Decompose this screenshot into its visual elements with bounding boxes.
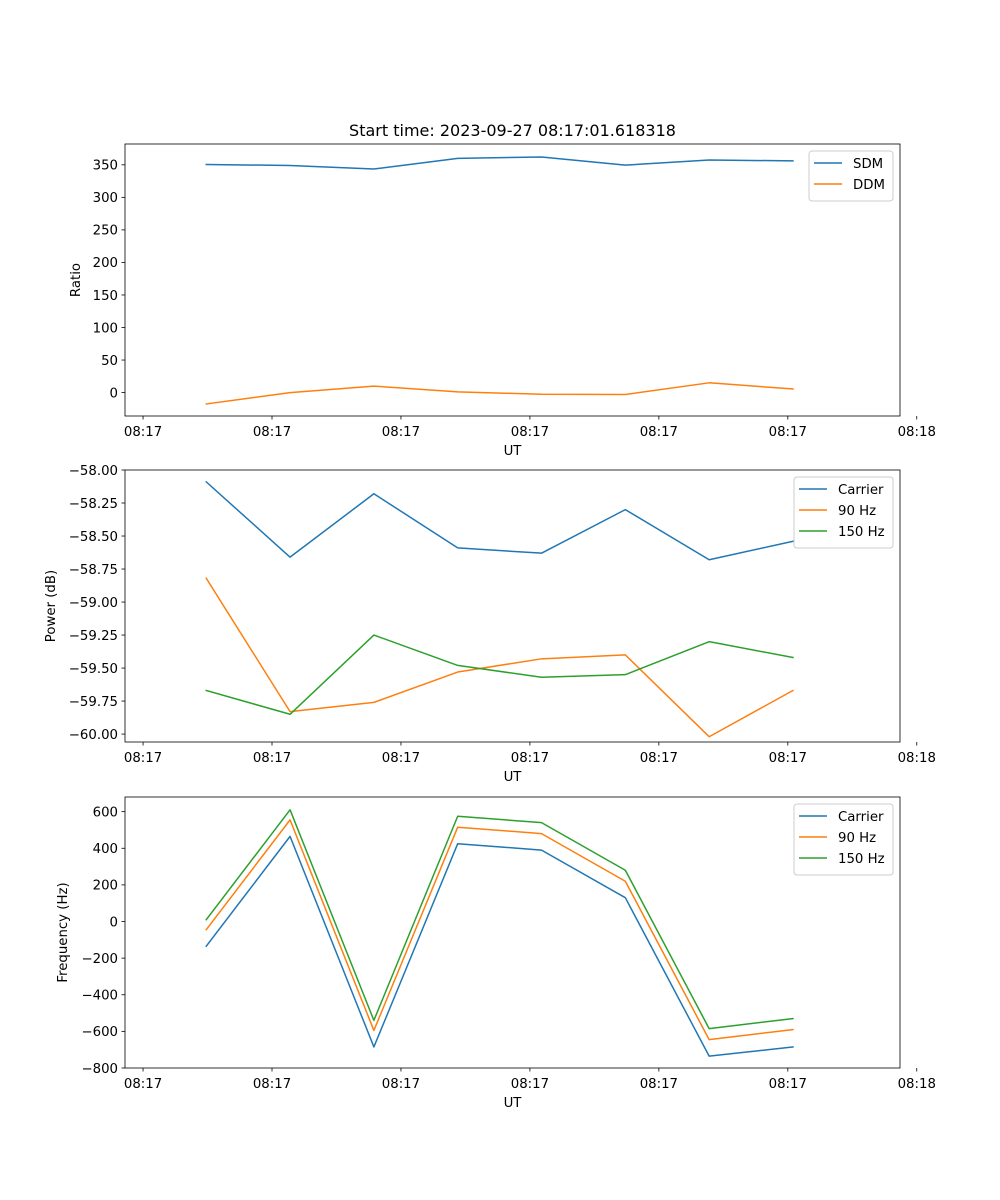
y-tick-label: −59.75 xyxy=(69,695,118,710)
panel-3: 08:17 08:17 08:17 08:17 08:17 08:17 08:18 UT 600… xyxy=(56,796,936,1111)
x-axis-label: UT xyxy=(504,444,523,459)
series-group xyxy=(205,156,794,405)
y-tick-label: −58.75 xyxy=(69,563,118,578)
legend: Carrier 90 Hz 150 Hz xyxy=(793,803,894,876)
y-tick-label: −600 xyxy=(81,1025,118,1040)
x-tick-label: 08:17 xyxy=(382,425,420,440)
y-tick-label: −58.50 xyxy=(69,530,118,545)
x-axis-label: UT xyxy=(504,1096,523,1111)
y-tick-label: 200 xyxy=(93,879,118,894)
legend-label: Carrier xyxy=(838,483,884,498)
series-line-carrier xyxy=(205,835,794,1057)
y-tick-label: 0 xyxy=(110,386,118,401)
y-axis-label: Ratio xyxy=(69,263,84,297)
x-tick-label: 08:17 xyxy=(769,751,807,766)
y-tick-label: 400 xyxy=(93,842,118,857)
x-tick-label: 08:17 xyxy=(253,1077,291,1092)
y-tick-label: 100 xyxy=(93,321,118,336)
legend-label: 150 Hz xyxy=(838,525,885,540)
series-line-ddm xyxy=(205,382,794,405)
panel-2: 08:17 08:17 08:17 08:17 08:17 08:17 08:18 UT −58… xyxy=(44,464,936,785)
y-tick-label: 150 xyxy=(93,289,118,304)
y-tick-label: −59.50 xyxy=(69,662,118,677)
x-tick-label: 08:17 xyxy=(769,425,807,440)
series-group xyxy=(205,480,794,738)
axes-frame xyxy=(124,796,901,1069)
x-tick-label: 08:17 xyxy=(382,751,420,766)
series-line-carrier xyxy=(205,480,794,561)
x-axis-label: UT xyxy=(504,770,523,785)
x-tick-label: 08:17 xyxy=(511,1077,549,1092)
y-axis-label: Power (dB) xyxy=(44,570,59,642)
x-tick-label: 08:17 xyxy=(124,425,162,440)
y-tick-label: 0 xyxy=(110,915,118,930)
legend-label: 90 Hz xyxy=(838,831,876,846)
legend: SDM DDM xyxy=(808,150,894,202)
x-tick-label: 08:18 xyxy=(898,751,936,766)
y-tick-label: 50 xyxy=(101,354,118,369)
legend-label: 150 Hz xyxy=(838,852,885,867)
x-tick-label: 08:17 xyxy=(253,751,291,766)
y-tick-label: 350 xyxy=(93,159,118,174)
legend-label: DDM xyxy=(853,178,885,193)
x-tick-label: 08:17 xyxy=(382,1077,420,1092)
y-tick-label: −60.00 xyxy=(69,728,118,743)
series-line-sdm xyxy=(205,156,794,170)
x-tick-label: 08:17 xyxy=(511,751,549,766)
y-tick-label: −400 xyxy=(81,989,118,1004)
series-line-150-hz xyxy=(205,809,794,1030)
series-group xyxy=(205,809,794,1057)
x-tick-label: 08:17 xyxy=(769,1077,807,1092)
y-axis-label: Frequency (Hz) xyxy=(56,882,71,982)
y-tick-label: −59.25 xyxy=(69,629,118,644)
y-tick-label: −800 xyxy=(81,1062,118,1077)
panel-1: 08:17 08:17 08:17 08:17 08:17 08:17 08:18 UT 0 50… xyxy=(69,143,936,459)
legend-label: SDM xyxy=(853,157,883,172)
legend-label: 90 Hz xyxy=(838,504,876,519)
y-tick-label: 600 xyxy=(93,805,118,820)
axes-frame xyxy=(124,469,901,743)
x-tick-label: 08:17 xyxy=(511,425,549,440)
series-line-90-hz xyxy=(205,577,794,738)
legend-label: Carrier xyxy=(838,810,884,825)
y-tick-label: 300 xyxy=(93,191,118,206)
y-tick-label: 200 xyxy=(93,256,118,271)
x-tick-label: 08:17 xyxy=(124,751,162,766)
x-tick-label: 08:17 xyxy=(640,425,678,440)
axes-frame xyxy=(124,143,901,417)
y-tick-label: 250 xyxy=(93,224,118,239)
y-tick-label: −200 xyxy=(81,952,118,967)
y-tick-label: −58.25 xyxy=(69,497,118,512)
x-tick-label: 08:18 xyxy=(898,1077,936,1092)
figure-title: Start time: 2023-09-27 08:17:01.618318 xyxy=(349,121,676,140)
y-tick-label: −59.00 xyxy=(69,596,118,611)
x-tick-label: 08:17 xyxy=(253,425,291,440)
x-tick-label: 08:18 xyxy=(898,425,936,440)
x-tick-label: 08:17 xyxy=(640,1077,678,1092)
y-tick-label: −58.00 xyxy=(69,464,118,479)
legend: Carrier 90 Hz 150 Hz xyxy=(793,476,894,549)
panels: 08:17 08:17 08:17 08:17 08:17 08:17 08:18 UT 0 50… xyxy=(44,143,936,1111)
x-tick-label: 08:17 xyxy=(640,751,678,766)
series-line-150-hz xyxy=(205,634,794,716)
x-tick-label: 08:17 xyxy=(124,1077,162,1092)
series-line-90-hz xyxy=(205,819,794,1041)
